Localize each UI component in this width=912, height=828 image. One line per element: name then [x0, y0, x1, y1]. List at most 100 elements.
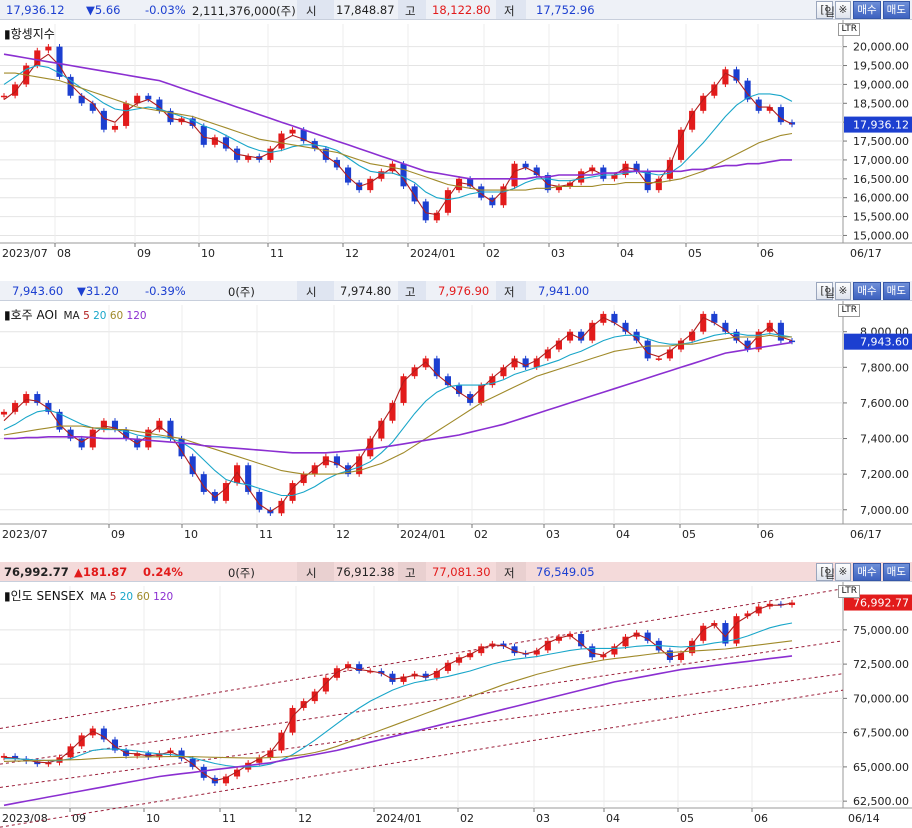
candle — [533, 650, 540, 655]
x-tick-label: 06/17 — [850, 528, 882, 541]
candle — [433, 670, 440, 678]
sell-button[interactable]: 매도 — [882, 563, 910, 581]
candle — [544, 640, 551, 651]
candle — [12, 84, 19, 96]
candle — [67, 429, 74, 439]
candle — [478, 646, 485, 654]
ma-line-ma60 — [4, 72, 793, 191]
candle — [134, 753, 141, 756]
gear-icon[interactable]: ※ — [834, 563, 852, 581]
high-value: 77,081.30 — [432, 565, 491, 579]
period-button[interactable]: [일] — [816, 563, 835, 581]
candle — [744, 613, 751, 617]
candle — [744, 340, 751, 350]
gear-icon[interactable]: ※ — [834, 282, 852, 300]
candle — [467, 394, 474, 403]
candle — [578, 171, 585, 183]
trend-channel-line — [0, 640, 844, 765]
candle — [467, 178, 474, 187]
x-tick-label: 03 — [536, 812, 550, 825]
candle — [78, 95, 85, 104]
x-tick-label: 10 — [184, 528, 198, 541]
candle — [777, 603, 784, 606]
candle — [34, 394, 41, 403]
change-value: ▼5.66 — [86, 3, 121, 17]
candle — [367, 670, 374, 673]
x-tick-label: 05 — [680, 812, 694, 825]
ma-legend-item: 20 — [119, 591, 137, 603]
candle — [0, 95, 8, 98]
candle — [433, 358, 440, 377]
candle — [100, 420, 107, 430]
buy-button[interactable]: 매수 — [853, 563, 881, 581]
candle — [345, 664, 352, 669]
buy-button[interactable]: 매수 — [853, 282, 881, 300]
ma-line-ma20 — [3, 332, 793, 497]
x-tick-label: 06/17 — [850, 247, 882, 260]
candle — [156, 753, 163, 758]
candle — [722, 69, 729, 85]
ma-legend-item: MA — [90, 591, 110, 603]
x-tick-label: 03 — [546, 528, 560, 541]
y-tick-label: 20,000.00 — [853, 41, 909, 54]
period-button[interactable]: [일] — [816, 1, 835, 19]
candle — [444, 190, 451, 213]
candle — [666, 650, 673, 660]
x-tick-label: 05 — [688, 247, 702, 260]
candle — [533, 167, 540, 176]
current-price: 17,936.12 — [6, 3, 65, 17]
hsi-chart[interactable]: 20,000.0019,500.0019,000.0018,500.0018,0… — [0, 20, 912, 263]
candle — [111, 739, 119, 751]
sell-button[interactable]: 매도 — [882, 282, 910, 300]
last-price-label: 76,992.77 — [853, 597, 909, 610]
candle — [78, 735, 85, 747]
candle — [433, 212, 440, 221]
aoi-chart[interactable]: 8,000.007,800.007,600.007,400.007,200.00… — [0, 301, 912, 544]
gear-icon[interactable]: ※ — [834, 1, 852, 19]
candle — [467, 653, 474, 658]
candle — [123, 429, 130, 439]
y-tick-label: 17,000.00 — [853, 154, 909, 167]
candle — [400, 163, 407, 187]
candle — [200, 474, 207, 492]
open-value: 76,912.38 — [336, 565, 395, 579]
candle — [134, 438, 141, 448]
y-tick-label: 19,500.00 — [853, 60, 909, 73]
x-tick-label: 10 — [146, 812, 160, 825]
candle — [289, 707, 296, 733]
candle — [700, 625, 707, 641]
candle — [311, 465, 318, 475]
candle — [455, 385, 463, 395]
panel-sensex: 76,992.77 ▲181.87 0.24% 0(주) 시 76,912.38… — [0, 562, 912, 828]
candle — [222, 137, 230, 149]
candle — [677, 340, 685, 350]
candle — [134, 95, 141, 104]
x-tick-label: 06 — [760, 528, 774, 541]
candle — [267, 148, 274, 160]
last-price-box — [844, 594, 912, 611]
sensex-chart[interactable]: 75,000.00 72,500.00 70,000.00 67,500.00 65,0… — [0, 582, 912, 828]
candle — [522, 163, 529, 168]
candle — [555, 186, 562, 191]
sell-button[interactable]: 매도 — [882, 1, 910, 19]
candle — [700, 95, 707, 111]
candle — [300, 129, 307, 142]
high-value: 7,976.90 — [438, 284, 490, 298]
open-label: 시 — [306, 566, 317, 580]
x-tick-label: 11 — [222, 812, 236, 825]
candle — [600, 313, 607, 323]
candle — [633, 163, 640, 172]
candle — [289, 483, 296, 501]
candle — [67, 746, 74, 758]
candle — [511, 358, 518, 368]
candle — [589, 646, 596, 658]
x-tick-label: 02 — [474, 528, 488, 541]
buy-button[interactable]: 매수 — [853, 1, 881, 19]
candle — [12, 402, 19, 412]
candle — [722, 322, 729, 332]
last-price-box — [844, 116, 912, 133]
y-tick-label: 19,000.00 — [853, 78, 909, 91]
candle — [34, 761, 41, 765]
chart-title: ▮호주 AOI MA 5 20 60 120 — [4, 308, 147, 322]
period-button[interactable]: [일] — [816, 282, 835, 300]
